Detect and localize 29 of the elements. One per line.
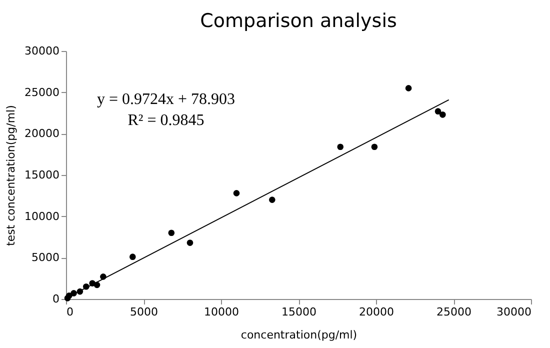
point	[233, 190, 240, 196]
y-tick-label: 25000	[24, 86, 60, 99]
y-tick-label: 5000	[32, 251, 60, 264]
point	[434, 108, 442, 114]
x-tick-label: 10000	[204, 306, 239, 318]
x-axis-title: concentration(pg/ml)	[240, 328, 358, 342]
x-tick-label: 25000	[436, 306, 472, 318]
point	[371, 144, 378, 150]
point	[186, 240, 194, 246]
y-tick-label: 0	[52, 292, 60, 306]
y-tick-label: 15000	[24, 168, 60, 182]
point	[129, 254, 136, 260]
chart-title: Comparison analysis	[200, 10, 397, 32]
point	[337, 144, 344, 150]
y-tick-label: 20000	[24, 127, 60, 140]
y-axis-title: test concentration(pg/ml)	[4, 105, 18, 246]
x-tick-label: 15000	[282, 306, 316, 318]
point	[405, 85, 412, 92]
point	[168, 230, 175, 236]
point	[268, 196, 276, 203]
x-tick-label: 5000	[130, 306, 158, 318]
x-tick-label: 30000	[496, 306, 532, 318]
annotation: R² = 0.9845	[128, 112, 204, 129]
annotation: y = 0.9724x + 78.903	[96, 91, 236, 108]
point	[439, 112, 446, 118]
x-tick-label: 0	[66, 306, 74, 318]
x-tick-label: 20000	[359, 306, 394, 318]
y-tick-label: 10000	[24, 210, 60, 223]
y-tick-label: 30000	[24, 44, 60, 58]
